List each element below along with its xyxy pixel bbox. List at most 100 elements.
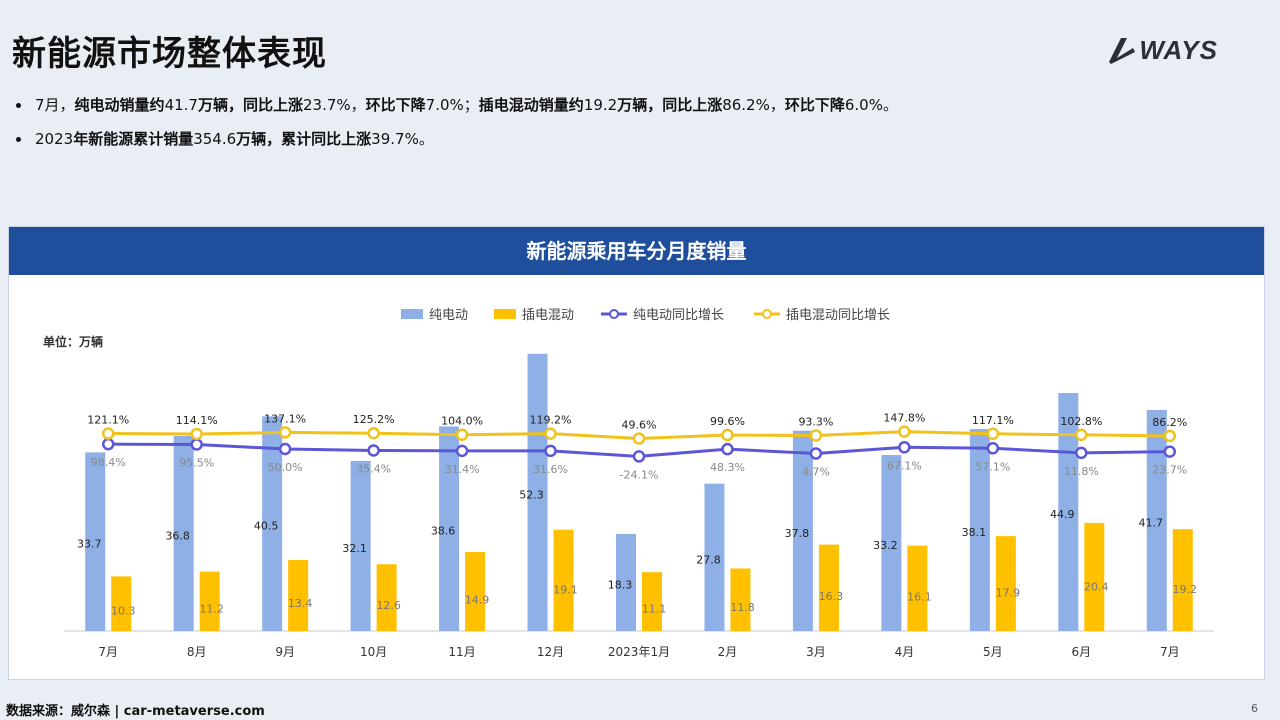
phev-growth-label: 121.1% xyxy=(87,414,129,427)
legend-label: 插电混动同比增长 xyxy=(786,308,890,323)
bar-bev xyxy=(792,430,813,631)
point-phev-growth xyxy=(455,428,469,441)
bar-phev xyxy=(199,571,220,631)
bar-phev xyxy=(288,559,309,631)
bar-phev-label: 10.3 xyxy=(111,604,136,617)
point-bev-growth xyxy=(1163,445,1177,458)
x-tick-label: 9月 xyxy=(275,645,295,659)
point-phev-growth xyxy=(544,427,557,440)
phev-growth-label: 125.2% xyxy=(353,413,395,426)
chart-panel: 新能源乘用车分月度销量 单位：万辆 纯电动 插电混动 纯电动同比增长 插电混动同比增长… xyxy=(8,226,1265,680)
point-phev-growth xyxy=(809,429,823,442)
bar-phev xyxy=(995,536,1016,631)
point-bev-growth xyxy=(721,442,734,456)
bullet-text: 7.0%； xyxy=(425,96,479,114)
bar-phev-label: 20.4 xyxy=(1084,580,1109,593)
bullet-text: 插电混动销量约 xyxy=(478,96,584,114)
bar-bev-label: 52.3 xyxy=(519,488,544,501)
bar-bev xyxy=(85,452,106,631)
bar-phev-label: 11.8 xyxy=(730,601,755,614)
bar-phev-label: 12.6 xyxy=(376,599,401,612)
bar-bev xyxy=(704,483,725,631)
bullet-text: 41.7 xyxy=(164,96,198,114)
point-phev-growth xyxy=(1163,429,1177,443)
x-tick-label: 2023年1月 xyxy=(608,645,670,659)
point-bev-growth xyxy=(632,450,646,463)
bar-bev-label: 32.1 xyxy=(342,542,367,555)
bar-bev xyxy=(350,460,371,631)
phev-growth-label: 137.1% xyxy=(264,412,306,425)
bar-bev xyxy=(173,435,194,631)
bullet-text: 19.2 xyxy=(583,96,618,114)
bar-phev xyxy=(1084,522,1105,631)
bar-bev xyxy=(881,455,902,631)
point-phev-growth xyxy=(1075,428,1088,442)
bullet-text: 环比下降 xyxy=(365,96,426,114)
unit-label: 单位：万辆 xyxy=(43,335,104,349)
ways-logo: WAYS xyxy=(1107,34,1218,66)
bar-bev-label: 37.8 xyxy=(785,527,810,540)
phev-growth-label: 119.2% xyxy=(530,414,572,427)
legend-label: 纯电动 xyxy=(429,308,468,323)
point-phev-growth xyxy=(632,432,646,445)
point-bev-growth xyxy=(367,444,380,457)
legend-swatch xyxy=(401,309,423,319)
bar-phev-label: 19.2 xyxy=(1173,583,1198,596)
bar-phev xyxy=(465,552,486,631)
point-phev-growth xyxy=(367,426,380,440)
bar-phev-label: 16.1 xyxy=(907,591,932,604)
point-phev-growth xyxy=(898,425,911,438)
point-phev-growth xyxy=(278,426,292,439)
bev-growth-label: 95.5% xyxy=(179,456,214,469)
bar-bev xyxy=(439,426,460,631)
bullet-text: 年新能源累计销量 xyxy=(73,130,194,148)
point-bev-growth xyxy=(190,438,203,451)
point-bev-growth xyxy=(278,442,292,456)
bullet-text: 环比下降 xyxy=(784,96,845,114)
phev-growth-label: 114.1% xyxy=(176,414,218,427)
bullet-text: 万辆，累计同比上涨 xyxy=(236,130,372,148)
bullet-text: 纯电动销量约 xyxy=(74,96,165,114)
bar-bev xyxy=(616,534,636,631)
bar-bev-label: 38.6 xyxy=(431,525,456,538)
phev-growth-label: 117.1% xyxy=(972,414,1014,427)
bar-phev-label: 11.2 xyxy=(199,602,224,615)
bar-bev xyxy=(1146,409,1167,631)
bar-bev xyxy=(527,353,548,631)
bar-phev-label: 11.1 xyxy=(642,603,667,616)
bev-growth-label: 67.1% xyxy=(887,459,922,472)
point-bev-growth xyxy=(544,444,557,458)
legend-marker xyxy=(609,309,619,319)
legend-marker xyxy=(762,309,772,319)
x-tick-label: 7月 xyxy=(98,645,118,659)
legend-swatch xyxy=(494,309,516,319)
phev-growth-label: 102.8% xyxy=(1060,415,1102,428)
bar-phev-label: 13.4 xyxy=(288,597,313,610)
point-bev-growth xyxy=(898,441,911,454)
point-phev-growth xyxy=(986,427,1000,441)
bullet-text: 2023 xyxy=(35,130,74,148)
data-source-note: 数据来源：威尔森 | car-metaverse.com xyxy=(6,704,265,719)
bev-growth-label: 31.4% xyxy=(445,463,480,476)
bev-growth-label: 35.4% xyxy=(356,462,391,475)
phev-growth-label: 147.8% xyxy=(883,412,925,425)
legend-label: 纯电动同比增长 xyxy=(633,308,724,323)
bev-growth-label: 57.1% xyxy=(975,460,1010,473)
point-bev-growth xyxy=(101,437,115,451)
bullet-text: 86.2%， xyxy=(722,96,785,114)
x-tick-label: 4月 xyxy=(895,645,915,659)
bar-bev-label: 38.1 xyxy=(962,526,987,539)
bev-growth-label: 31.6% xyxy=(533,463,568,476)
bev-growth-label: 4.7% xyxy=(802,466,830,479)
bar-phev xyxy=(642,572,662,631)
bar-phev-label: 16.3 xyxy=(819,590,844,603)
x-tick-label: 6月 xyxy=(1071,645,1091,659)
bar-bev-label: 33.7 xyxy=(77,538,102,551)
point-phev-growth xyxy=(101,427,115,440)
bullet-text: 354.6 xyxy=(193,130,237,148)
bullet-dot xyxy=(16,136,21,142)
bullet-text: 23.7%， xyxy=(302,96,366,114)
bar-phev-label: 19.1 xyxy=(553,583,578,596)
sales-chart: 纯电动 插电混动 纯电动同比增长 插电混动同比增长 33.7 10.3 7月 36.8 11.2… xyxy=(64,308,1214,659)
bev-growth-label: 50.0% xyxy=(268,461,303,474)
